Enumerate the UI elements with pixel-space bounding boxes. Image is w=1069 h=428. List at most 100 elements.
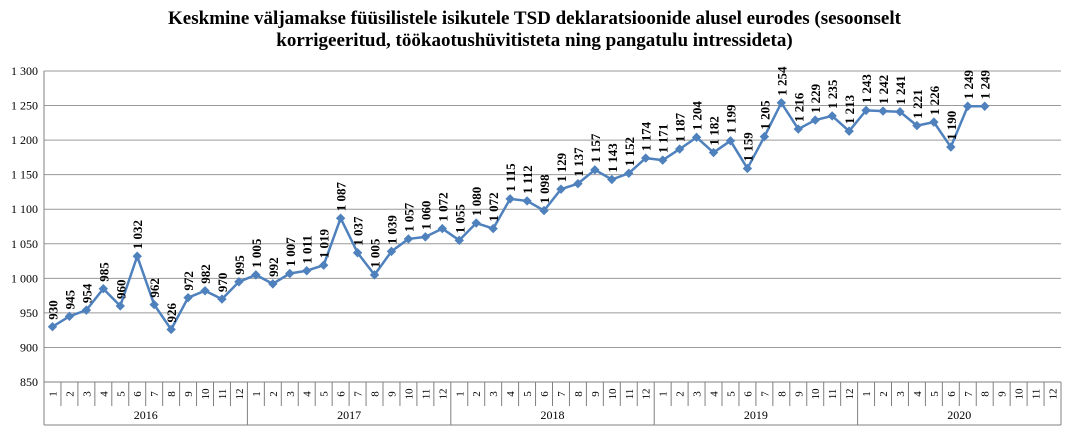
data-point (386, 246, 397, 257)
month-tick-label: 5 (725, 391, 737, 397)
data-label: 970 (215, 273, 230, 293)
data-point (522, 196, 532, 206)
data-label: 1 137 (571, 147, 586, 177)
data-point (861, 105, 871, 116)
month-tick-label: 11 (217, 389, 229, 400)
data-point (742, 163, 753, 174)
data-label: 1 055 (452, 204, 467, 234)
month-tick-label: 4 (709, 391, 721, 397)
month-tick-label: 4 (98, 391, 110, 397)
data-point (251, 270, 261, 280)
data-point (352, 248, 363, 258)
month-tick-label: 12 (1048, 389, 1060, 400)
data-label: 1 039 (384, 215, 399, 245)
series-line (51, 101, 985, 331)
data-point (369, 270, 380, 280)
month-tick-label: 8 (370, 391, 382, 397)
year-label: 2020 (947, 408, 971, 422)
y-tick-label: 1 200 (11, 133, 38, 147)
month-tick-label: 9 (386, 391, 398, 397)
data-point (776, 98, 787, 108)
data-point (573, 178, 583, 189)
data-point (725, 136, 736, 146)
data-label: 1 221 (910, 89, 925, 118)
data-point (47, 322, 58, 332)
y-tick-label: 900 (20, 340, 38, 354)
month-tick-label: 8 (776, 391, 788, 397)
data-label: 1 159 (740, 132, 755, 162)
data-label: 960 (113, 279, 128, 299)
month-tick-label: 1 (861, 391, 873, 397)
month-tick-label: 11 (1031, 389, 1043, 400)
data-label: 1 072 (435, 192, 450, 221)
month-tick-label: 9 (997, 391, 1009, 397)
month-tick-label: 5 (115, 391, 127, 397)
data-label: 1 229 (808, 83, 823, 113)
data-point (539, 205, 549, 216)
month-tick-label: 4 (302, 391, 314, 397)
month-tick-label: 3 (285, 391, 297, 397)
y-tick-label: 1 000 (11, 271, 38, 285)
data-point (624, 168, 634, 178)
data-point (505, 194, 515, 204)
data-label: 1 032 (130, 220, 145, 249)
month-tick-label: 10 (810, 388, 822, 400)
data-point (183, 292, 193, 303)
month-tick-label: 7 (353, 391, 365, 397)
month-tick-label: 5 (319, 391, 331, 397)
month-tick-label: 2 (675, 391, 687, 397)
month-tick-label: 7 (759, 391, 771, 397)
data-label: 1 174 (639, 121, 654, 151)
data-point (217, 294, 227, 304)
data-label: 1 242 (876, 75, 891, 104)
data-label: 1 157 (588, 133, 603, 163)
data-point (268, 279, 278, 289)
data-label: 1 216 (791, 92, 806, 122)
data-point (302, 266, 312, 276)
data-label: 962 (147, 278, 162, 298)
data-point (674, 144, 685, 154)
month-tick-label: 1 (658, 391, 670, 397)
data-point (844, 126, 854, 136)
month-tick-label: 11 (420, 389, 432, 400)
chart-title-line-2: korrigeeritud, töökaotushüvitisteta ning… (276, 30, 793, 51)
data-label: 1 098 (537, 174, 552, 204)
data-point (708, 147, 719, 158)
data-label: 1 007 (283, 237, 298, 267)
data-label: 954 (79, 283, 94, 303)
data-point (827, 111, 837, 121)
data-point (149, 299, 159, 310)
month-tick-label: 8 (980, 391, 992, 397)
month-tick-label: 11 (624, 389, 636, 400)
month-tick-label: 9 (793, 391, 805, 397)
month-tick-label: 6 (336, 391, 348, 397)
data-point (234, 277, 244, 287)
data-point (437, 223, 448, 234)
chart-title: Keskmine väljamakse füüsilistele isikute… (0, 8, 1069, 52)
data-label: 1 171 (656, 124, 671, 153)
data-label: 1 080 (469, 187, 484, 216)
data-label: 1 249 (978, 69, 993, 99)
month-tick-label: 1 (47, 391, 59, 397)
data-point (810, 115, 820, 125)
y-tick-label: 1 300 (11, 64, 38, 78)
y-tick-label: 1 050 (11, 237, 38, 251)
data-point (166, 324, 176, 335)
data-point (115, 301, 125, 311)
data-label: 985 (96, 262, 111, 282)
month-tick-label: 2 (64, 391, 76, 397)
data-point (963, 101, 973, 111)
data-label: 1 235 (825, 79, 840, 109)
data-point (657, 155, 668, 165)
data-label: 1 187 (673, 112, 688, 142)
data-point (929, 117, 939, 127)
data-label: 982 (198, 264, 213, 284)
month-tick-label: 10 (607, 388, 619, 400)
month-tick-label: 12 (234, 389, 246, 400)
data-label: 1 115 (503, 163, 518, 192)
data-label: 926 (164, 302, 179, 322)
month-tick-label: 2 (268, 391, 280, 397)
month-tick-label: 10 (1014, 388, 1026, 400)
month-tick-label: 1 (454, 391, 466, 397)
